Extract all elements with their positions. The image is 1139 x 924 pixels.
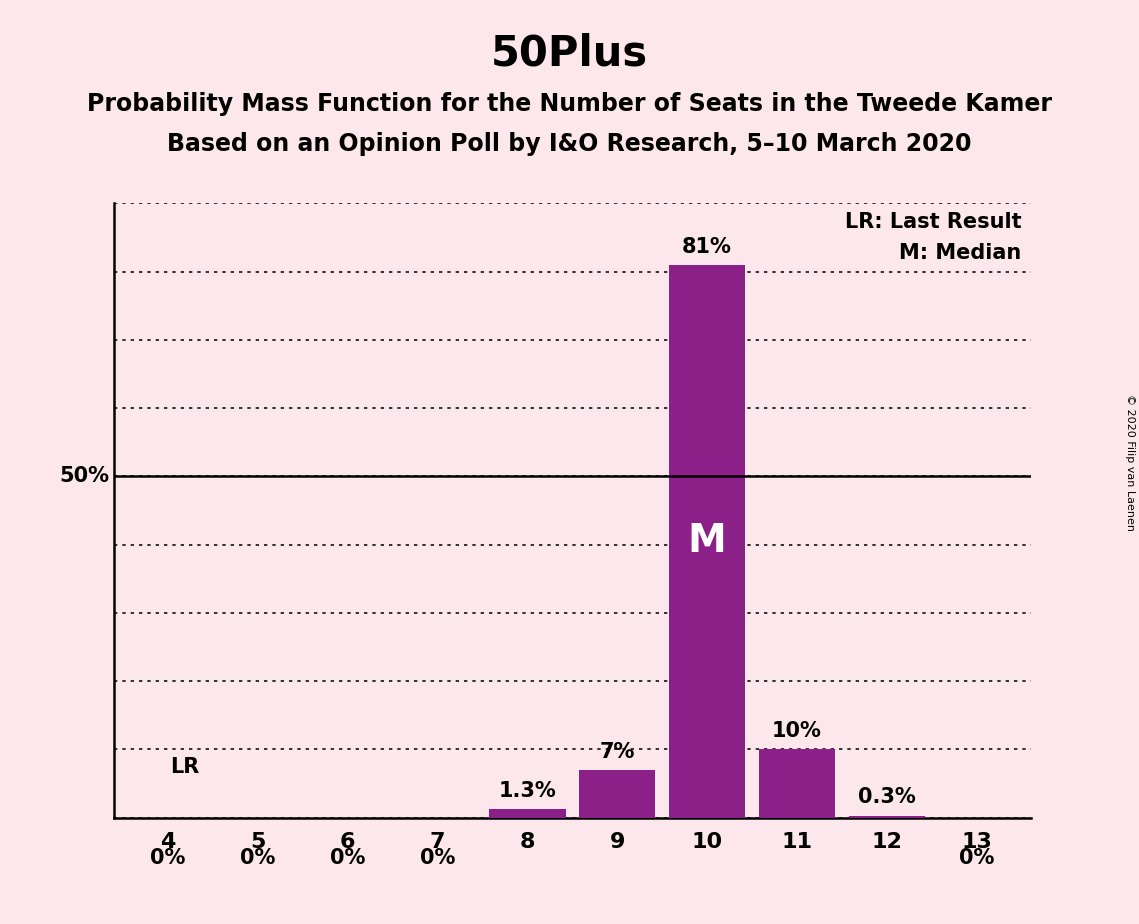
Text: M: Median: M: Median <box>900 243 1022 263</box>
Bar <box>579 770 656 818</box>
Bar <box>759 749 835 818</box>
Text: Based on an Opinion Poll by I&O Research, 5–10 March 2020: Based on an Opinion Poll by I&O Research… <box>167 132 972 156</box>
Text: LR: Last Result: LR: Last Result <box>845 213 1022 233</box>
Text: 0.3%: 0.3% <box>858 787 916 808</box>
Text: 1.3%: 1.3% <box>499 781 556 801</box>
Text: LR: LR <box>170 757 199 776</box>
Bar <box>489 808 566 818</box>
Text: 0%: 0% <box>330 848 366 869</box>
Text: 0%: 0% <box>150 848 186 869</box>
Text: 50%: 50% <box>59 467 109 486</box>
Text: 10%: 10% <box>772 722 822 741</box>
Text: 0%: 0% <box>240 848 276 869</box>
Text: Probability Mass Function for the Number of Seats in the Tweede Kamer: Probability Mass Function for the Number… <box>87 92 1052 116</box>
Text: 81%: 81% <box>682 237 732 257</box>
Text: M: M <box>688 522 727 560</box>
Text: 7%: 7% <box>599 742 634 761</box>
Text: © 2020 Filip van Laenen: © 2020 Filip van Laenen <box>1125 394 1134 530</box>
Text: 0%: 0% <box>420 848 456 869</box>
Bar <box>669 264 745 818</box>
Text: 0%: 0% <box>959 848 994 869</box>
Text: 50Plus: 50Plus <box>491 32 648 74</box>
Bar <box>849 816 925 818</box>
